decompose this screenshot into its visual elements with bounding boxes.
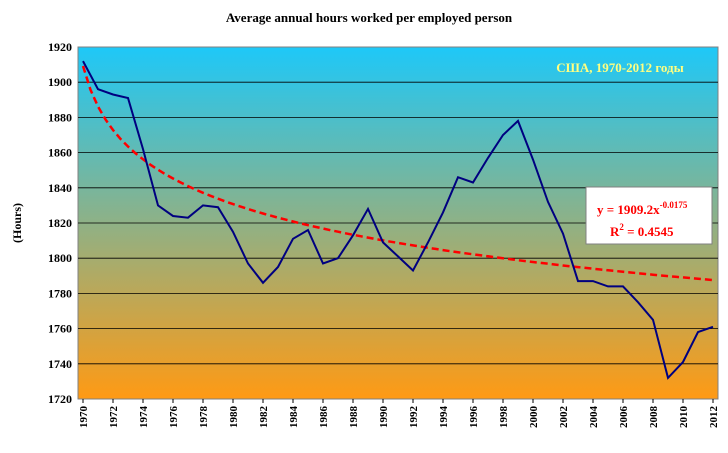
x-tick-label-2004: 2004: [588, 406, 600, 429]
x-tick-label-1974: 1974: [138, 406, 150, 429]
x-tick-label-1982: 1982: [258, 406, 270, 429]
trendline-equation-box: y = 1909.2x-0.0175 R2 = 0.4545: [585, 186, 713, 245]
x-tick-label-2006: 2006: [618, 406, 630, 429]
x-tick-label-1996: 1996: [468, 406, 480, 429]
y-tick-label-1920: 1920: [48, 40, 72, 54]
y-tick-label-1860: 1860: [48, 146, 72, 160]
x-tick-label-1992: 1992: [408, 406, 420, 429]
annotation-label: США, 1970-2012 годы: [556, 60, 684, 75]
x-tick-label-1980: 1980: [228, 406, 240, 429]
trendline: [81, 65, 714, 282]
x-tick-label-1970: 1970: [78, 406, 90, 429]
trendline-equation: y = 1909.2x-0.0175: [597, 200, 688, 217]
x-tick-label-1994: 1994: [438, 406, 450, 429]
x-tick-label-1976: 1976: [168, 406, 180, 429]
y-tick-label-1800: 1800: [48, 251, 72, 265]
trendline-r2: R2 = 0.4545: [610, 222, 674, 239]
y-tick-label-1900: 1900: [48, 75, 72, 89]
y-tick-label-1780: 1780: [48, 286, 72, 300]
y-tick-label-1820: 1820: [48, 216, 72, 230]
chart-title: Average annual hours worked per employed…: [226, 10, 513, 25]
y-axis-ticks: 1720 1740 1760 1780 1800 1820 1840 1860 1880 1900…: [48, 40, 72, 406]
x-tick-label-2000: 2000: [528, 406, 540, 429]
x-tick-label-1998: 1998: [498, 406, 510, 429]
x-tick-label-1990: 1990: [378, 406, 390, 429]
x-tick-label-2012: 2012: [708, 406, 720, 429]
y-axis-label: (Hours): [10, 203, 24, 243]
x-axis-ticks: 1970 1972 1974 1976 1978 1980 1982 1984 1986 1988…: [78, 399, 720, 428]
y-tick-label-1740: 1740: [48, 357, 72, 371]
x-tick-label-2002: 2002: [558, 406, 570, 429]
x-tick-label-1984: 1984: [288, 406, 300, 429]
x-tick-label-1978: 1978: [198, 406, 210, 429]
x-tick-label-2010: 2010: [678, 406, 690, 429]
x-tick-label-1972: 1972: [108, 406, 120, 429]
x-tick-label-1986: 1986: [318, 406, 330, 429]
y-tick-label-1760: 1760: [48, 322, 72, 336]
x-tick-label-1988: 1988: [348, 406, 360, 429]
x-tick-label-2008: 2008: [648, 406, 660, 429]
y-tick-label-1840: 1840: [48, 181, 72, 195]
series-line-hours: [82, 60, 714, 380]
y-tick-label-1880: 1880: [48, 110, 72, 124]
y-tick-label-1720: 1720: [48, 392, 72, 406]
